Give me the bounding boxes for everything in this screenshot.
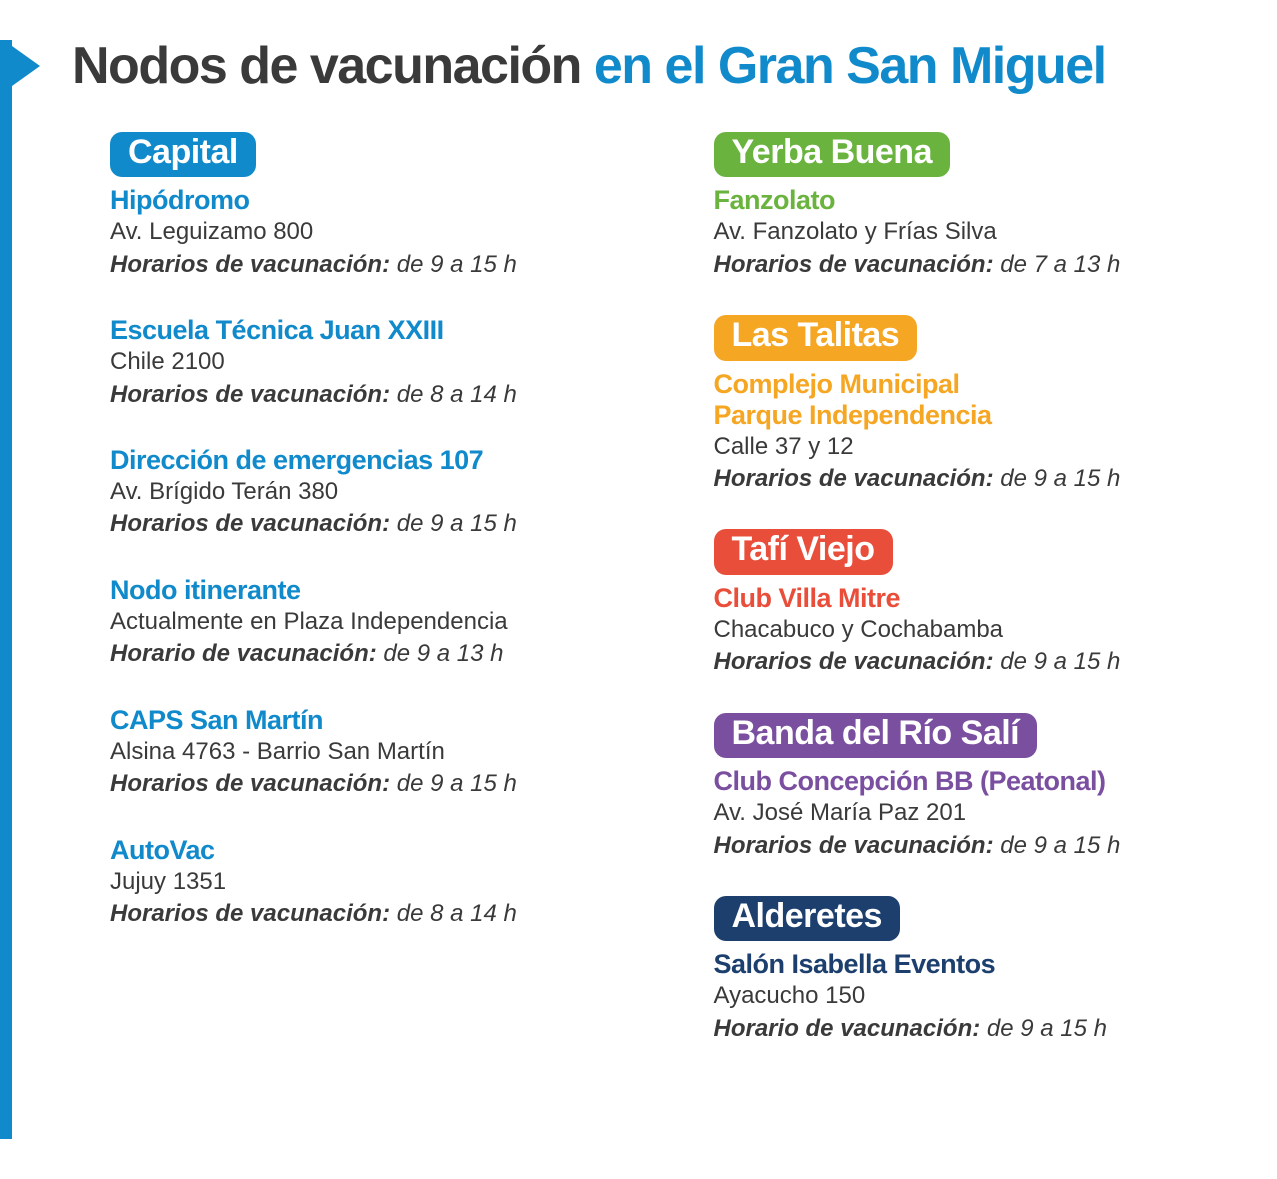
column: CapitalHipódromoAv. Leguizamo 800Horario… [110,132,624,1079]
district-badge: Banda del Río Salí [714,713,1038,758]
district-badge: Capital [110,132,256,177]
location-hours: Horarios de vacunación: de 7 a 13 h [714,249,1228,281]
arrow-right-icon [12,46,52,86]
hours-label: Horarios de vacunación: [714,648,994,675]
location-name: Club Concepción BB (Peatonal) [714,766,1228,797]
location-hours: Horarios de vacunación: de 9 a 15 h [110,768,624,800]
header: Nodos de vacunación en el Gran San Migue… [12,40,1227,92]
location: Complejo MunicipalParque IndependenciaCa… [714,369,1228,496]
location-hours: Horarios de vacunación: de 9 a 15 h [714,646,1228,678]
district-block: Tafí Viejo Club Villa MitreChacabuco y Co… [714,529,1228,678]
location-address: Chile 2100 [110,346,624,378]
location-name: AutoVac [110,835,624,866]
location-address: Ayacucho 150 [714,980,1228,1012]
page-title: Nodos de vacunación en el Gran San Migue… [72,40,1106,92]
location-name: CAPS San Martín [110,705,624,736]
location-name: Complejo MunicipalParque Independencia [714,369,1228,431]
location: Salón Isabella EventosAyacucho 150Horari… [714,949,1228,1045]
location-name: Salón Isabella Eventos [714,949,1228,980]
location: AutoVacJujuy 1351Horarios de vacunación:… [110,835,624,931]
location-address: Actualmente en Plaza Independencia [110,606,624,638]
hours-label: Horarios de vacunación: [110,381,390,408]
location-hours: Horario de vacunación: de 9 a 15 h [714,1013,1228,1045]
location-name: Escuela Técnica Juan XXIII [110,315,624,346]
hours-label: Horarios de vacunación: [714,251,994,278]
district-block: Las Talitas Complejo MunicipalParque Inde… [714,315,1228,495]
columns-container: CapitalHipódromoAv. Leguizamo 800Horario… [110,132,1227,1079]
hours-label: Horarios de vacunación: [110,251,390,278]
location-name: Hipódromo [110,185,624,216]
location: CAPS San MartínAlsina 4763 - Barrio San … [110,705,624,801]
location-hours: Horarios de vacunación: de 8 a 14 h [110,898,624,930]
location-name: Dirección de emergencias 107 [110,445,624,476]
location: Escuela Técnica Juan XXIIIChile 2100Hora… [110,315,624,411]
hours-label: Horarios de vacunación: [714,465,994,492]
location-hours: Horarios de vacunación: de 8 a 14 h [110,379,624,411]
location-address: Av. Leguizamo 800 [110,216,624,248]
location: Nodo itineranteActualmente en Plaza Inde… [110,575,624,671]
location-address: Av. José María Paz 201 [714,797,1228,829]
district-block: Alderetes Salón Isabella EventosAyacucho … [714,896,1228,1045]
location: Club Concepción BB (Peatonal)Av. José Ma… [714,766,1228,862]
hours-label: Horarios de vacunación: [714,832,994,859]
district-badge: Alderetes [714,896,900,941]
district-badge: Las Talitas [714,315,918,360]
location-address: Calle 37 y 12 [714,431,1228,463]
district-badge: Yerba Buena [714,132,950,177]
location-address: Alsina 4763 - Barrio San Martín [110,736,624,768]
hours-label: Horarios de vacunación: [110,770,390,797]
location-hours: Horarios de vacunación: de 9 a 15 h [110,508,624,540]
location: Club Villa MitreChacabuco y CochabambaHo… [714,583,1228,679]
district-block: CapitalHipódromoAv. Leguizamo 800Horario… [110,132,624,930]
location: HipódromoAv. Leguizamo 800Horarios de va… [110,185,624,281]
district-badge: Tafí Viejo [714,529,893,574]
hours-label: Horario de vacunación: [110,640,377,667]
location: FanzolatoAv. Fanzolato y Frías SilvaHora… [714,185,1228,281]
location-hours: Horarios de vacunación: de 9 a 15 h [714,463,1228,495]
location-address: Av. Fanzolato y Frías Silva [714,216,1228,248]
location-hours: Horarios de vacunación: de 9 a 15 h [110,249,624,281]
location-name: Club Villa Mitre [714,583,1228,614]
location-address: Jujuy 1351 [110,866,624,898]
location-hours: Horarios de vacunación: de 9 a 15 h [714,830,1228,862]
column: Yerba Buena FanzolatoAv. Fanzolato y Fría… [714,132,1228,1079]
location-hours: Horario de vacunación: de 9 a 13 h [110,638,624,670]
left-accent-bar [0,40,12,1139]
district-block: Yerba Buena FanzolatoAv. Fanzolato y Fría… [714,132,1228,281]
location-address: Chacabuco y Cochabamba [714,614,1228,646]
hours-label: Horarios de vacunación: [110,510,390,537]
location: Dirección de emergencias 107Av. Brígido … [110,445,624,541]
title-blue: en el Gran San Miguel [594,37,1106,95]
location-address: Av. Brígido Terán 380 [110,476,624,508]
location-name: Fanzolato [714,185,1228,216]
title-dark: Nodos de vacunación [72,37,594,95]
location-name: Nodo itinerante [110,575,624,606]
district-block: Banda del Río Salí Club Concepción BB (Pe… [714,713,1228,862]
hours-label: Horario de vacunación: [714,1015,981,1042]
hours-label: Horarios de vacunación: [110,900,390,927]
